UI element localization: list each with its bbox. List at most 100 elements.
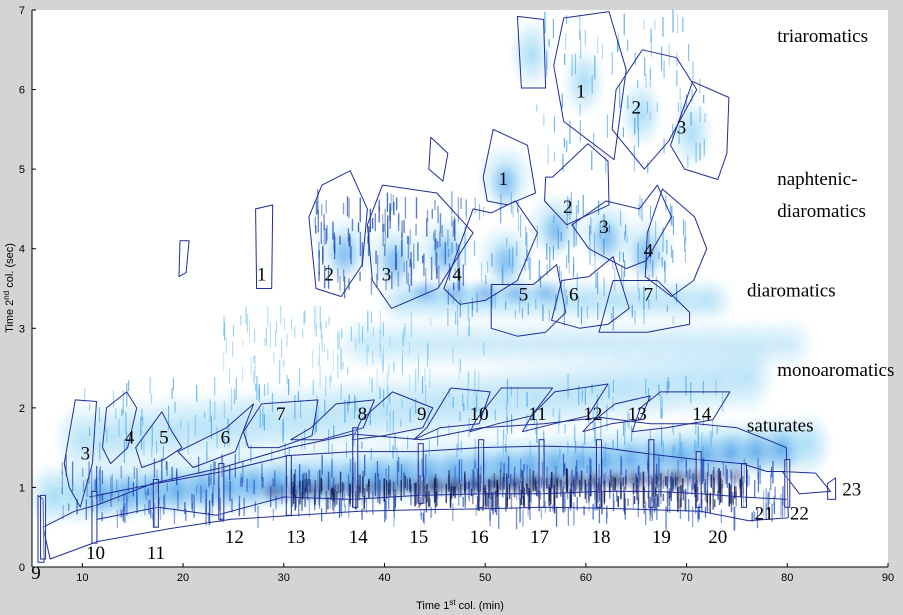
region-label: 17	[530, 527, 549, 548]
intensity-blob	[539, 208, 572, 257]
y-tick-label: 1	[19, 482, 25, 494]
region-outline-nd-0	[366, 184, 474, 309]
region-label: 8	[358, 404, 368, 425]
region-label: 7	[644, 284, 654, 305]
region-label: 2	[563, 197, 573, 218]
region-outline-mono-8	[290, 399, 375, 441]
region-outline-nd-s1	[178, 240, 190, 278]
group-label: diaromatics	[747, 280, 836, 301]
intensity-blob	[527, 278, 564, 307]
group-label: diaromatics	[777, 201, 866, 222]
region-outline-nd-s3	[308, 170, 368, 297]
cut-marker	[595, 439, 602, 508]
region-label: 4	[452, 265, 462, 286]
region-outline-nd-s4	[428, 136, 449, 182]
region-outline-mono-13	[582, 395, 651, 433]
region-label: 9	[417, 404, 427, 425]
region-label: 10	[470, 404, 489, 425]
group-label: triaromatics	[777, 26, 868, 47]
y-tick-label: 6	[19, 85, 25, 97]
region-label: 20	[708, 527, 727, 548]
intensity-blob	[340, 476, 369, 501]
intensity-blob	[590, 216, 623, 265]
region-label: 6	[221, 428, 231, 449]
region-label: 18	[591, 527, 610, 548]
cut-marker	[218, 463, 225, 520]
region-label: 12	[225, 527, 244, 548]
x-tick-label: 30	[278, 572, 290, 584]
y-axis-label: Time 2nd col. (sec)	[2, 243, 16, 333]
region-label: 13	[628, 404, 647, 425]
cut-marker	[152, 478, 159, 528]
x-tick-label: 40	[378, 572, 390, 584]
region-outline-nd-s2	[255, 204, 274, 289]
x-tick-label: 80	[781, 572, 793, 584]
region-label: 5	[519, 284, 529, 305]
group-label: saturates	[747, 416, 813, 437]
region-label: 3	[382, 265, 392, 286]
region-label: 1	[257, 265, 267, 286]
x-tick-label: 50	[479, 572, 491, 584]
region-outline-mono-4	[102, 391, 138, 465]
y-tick-label: 2	[19, 403, 25, 415]
intensity-blob	[678, 276, 735, 325]
intensity-blob	[781, 410, 834, 479]
region-outline-nd-5	[644, 188, 708, 297]
region-label: 15	[409, 527, 428, 548]
region-outline-tri-1	[553, 11, 627, 161]
intensity-blob	[619, 77, 664, 150]
region-label: 2	[324, 265, 334, 286]
cut-marker	[648, 439, 655, 508]
cut-marker	[285, 455, 292, 516]
region-outline-di-5	[490, 264, 567, 337]
region-outline-di-7	[598, 280, 691, 333]
region-label: 12	[583, 404, 602, 425]
cut-marker	[352, 427, 359, 508]
region-label: 6	[569, 284, 579, 305]
region-outline-tri-3	[670, 81, 730, 180]
x-tick-label: 20	[177, 572, 189, 584]
cut-marker	[784, 459, 791, 508]
region-label: 3	[677, 117, 687, 138]
x-tick-label: 90	[882, 572, 894, 584]
region-label: 3	[81, 444, 91, 465]
intensity-blob	[360, 476, 389, 501]
cut-marker	[478, 439, 485, 508]
region-label: 1	[576, 82, 586, 103]
region-outline-sat-24	[827, 477, 837, 500]
region-outline-mono-10	[413, 387, 491, 441]
region-outline-mono-14	[631, 391, 731, 433]
region-label: 4	[125, 428, 135, 449]
region-label: 11	[528, 404, 546, 425]
region-outline-tri-2	[611, 49, 698, 170]
cut-marker	[417, 443, 424, 504]
intensity-blob	[757, 316, 818, 373]
region-label: 19	[652, 527, 671, 548]
intensity-blob	[489, 161, 522, 210]
region-outline-sat-23	[781, 471, 832, 495]
region-label: 5	[159, 428, 169, 449]
cut-marker	[91, 490, 98, 544]
region-label: 21	[755, 503, 774, 524]
region-label: 4	[644, 241, 654, 262]
cut-marker	[695, 451, 702, 508]
region-outline-mono-5	[135, 411, 183, 468]
region-label: 14	[692, 404, 712, 425]
cut-marker	[740, 463, 747, 508]
region-outline-mono-3	[63, 399, 97, 508]
region-label: 14	[349, 527, 369, 548]
region-outline-nd-1	[443, 200, 538, 305]
region-outline-mono-6	[177, 403, 255, 468]
region-outline-tri-0	[516, 15, 547, 89]
x-axis-label: Time 1st col. (min)	[416, 598, 504, 612]
region-label: 11	[147, 543, 165, 564]
region-label: 7	[276, 404, 286, 425]
y-tick-label: 3	[19, 323, 25, 335]
y-tick-label: 7	[19, 5, 25, 17]
region-outline-nd-3	[544, 143, 610, 226]
region-outline-mono-7	[243, 399, 319, 449]
